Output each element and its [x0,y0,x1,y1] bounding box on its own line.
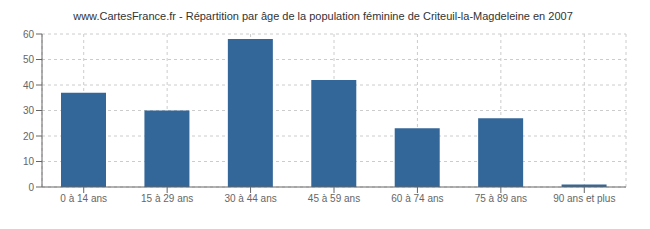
svg-text:30: 30 [23,105,35,116]
svg-text:60: 60 [23,29,35,40]
svg-text:90 ans et plus: 90 ans et plus [553,193,615,204]
svg-text:15 à 29 ans: 15 à 29 ans [141,193,193,204]
svg-text:75 à 89 ans: 75 à 89 ans [475,193,527,204]
svg-text:20: 20 [23,131,35,142]
svg-text:30 à 44 ans: 30 à 44 ans [224,193,276,204]
svg-text:40: 40 [23,80,35,91]
svg-text:60 à 74 ans: 60 à 74 ans [391,193,443,204]
svg-text:0: 0 [28,182,34,193]
svg-text:10: 10 [23,156,35,167]
svg-text:0 à 14 ans: 0 à 14 ans [60,193,107,204]
html-text:www.CartesFrance.fr - Répartit: www.CartesFrance.fr - Répartition par âg… [73,10,573,22]
svg-text:50: 50 [23,54,35,65]
svg-text:45 à 59 ans: 45 à 59 ans [308,193,360,204]
